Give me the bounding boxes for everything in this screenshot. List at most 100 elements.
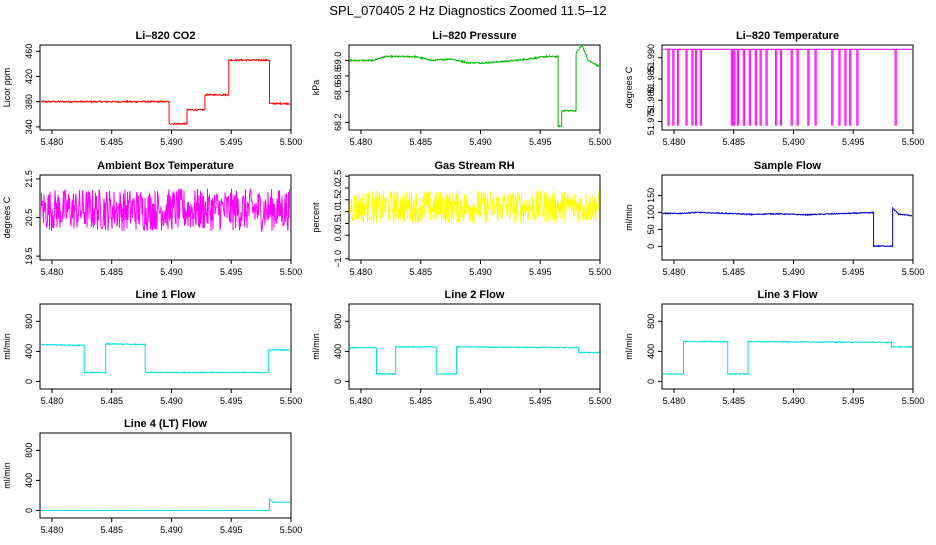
panel-1: Li–820 CO2 Licor ppm 5.480 5.485 5.490 5.495 5…	[2, 30, 302, 147]
x-tick-label: 5.500	[589, 267, 612, 277]
panel-title: Line 1 Flow	[136, 289, 196, 301]
y-axis-label: percent	[311, 202, 321, 233]
y-tick-label: 68.2	[333, 114, 343, 132]
y-tick-label: 68.6	[333, 83, 343, 101]
panel-title: Line 4 (LT) Flow	[124, 418, 207, 430]
x-tick-label: 5.485	[409, 137, 432, 147]
x-tick-label: 5.490	[782, 396, 805, 406]
series-line	[663, 206, 912, 248]
panel-4: Ambient Box Temperature degrees C 5.480 5.4…	[2, 160, 302, 277]
x-tick-label: 5.480	[663, 396, 686, 406]
x-tick-label: 5.485	[100, 267, 123, 277]
series-line	[350, 345, 599, 376]
x-tick-label: 5.495	[220, 396, 243, 406]
y-tick-label: 0	[24, 379, 34, 384]
plot-frame	[348, 303, 601, 390]
x-tick-label: 5.495	[220, 137, 243, 147]
x-tick-label: 5.500	[902, 396, 925, 406]
y-axis-label: Licor ppm	[2, 68, 12, 108]
y-tick-label: 20.5	[24, 209, 34, 227]
x-tick-label: 5.495	[842, 396, 865, 406]
plot-frame	[348, 44, 601, 131]
y-tick-label: 2.5	[333, 170, 343, 183]
x-tick-label: 5.490	[469, 396, 492, 406]
y-tick-label: 19.5	[24, 247, 34, 265]
x-tick-label: 5.480	[41, 267, 64, 277]
y-tick-label: 2.0	[333, 182, 343, 195]
y-tick-label: 800	[24, 443, 34, 458]
series-line	[663, 48, 912, 126]
y-tick-label: 800	[646, 314, 656, 329]
y-tick-label: 400	[333, 344, 343, 359]
x-tick-label: 5.495	[529, 137, 552, 147]
panel-7: Line 1 Flow ml/min 5.480 5.485 5.490 5.495 5.5…	[2, 289, 302, 406]
series-line	[41, 342, 290, 374]
plot-frame	[348, 174, 601, 261]
x-tick-label: 5.490	[160, 525, 183, 535]
y-tick-label: 0	[333, 379, 343, 384]
y-axis-label: ml/min	[624, 333, 634, 360]
y-tick-label: 100	[646, 205, 656, 220]
plot-frame	[39, 44, 292, 131]
x-tick-label: 5.480	[350, 267, 373, 277]
panel-title: Sample Flow	[754, 160, 822, 172]
panel-8: Line 2 Flow ml/min 5.480 5.485 5.490 5.495 5.5…	[311, 289, 611, 406]
x-tick-label: 5.480	[663, 137, 686, 147]
x-tick-label: 5.480	[350, 137, 373, 147]
y-axis-label: ml/min	[624, 204, 634, 231]
panel-title: Li–820 Pressure	[432, 30, 516, 42]
x-tick-label: 5.490	[160, 137, 183, 147]
plot-frame	[39, 303, 292, 390]
y-tick-label: 51.990	[646, 44, 656, 72]
x-tick-label: 5.500	[589, 137, 612, 147]
y-tick-label: 21.5	[24, 170, 34, 188]
x-tick-label: 5.480	[663, 267, 686, 277]
y-tick-label: 1.5	[333, 194, 343, 207]
panel-3: Li–820 Temperature degrees C 5.480 5.485 5.4…	[624, 30, 924, 147]
x-tick-label: 5.490	[469, 267, 492, 277]
y-axis-label: ml/min	[2, 462, 12, 489]
figure-title: SPL_070405 2 Hz Diagnostics Zoomed 11.5–…	[329, 3, 607, 18]
panel-5: Gas Stream RH percent 5.480 5.485 5.490 5.495…	[311, 160, 611, 277]
y-axis-label: ml/min	[311, 333, 321, 360]
x-tick-label: 5.500	[902, 267, 925, 277]
y-tick-label: 150	[646, 188, 656, 203]
x-tick-label: 5.500	[280, 267, 303, 277]
panel-2: Li–820 Pressure kPa 5.480 5.485 5.490 5.495 5.…	[311, 30, 611, 147]
x-tick-label: 5.480	[350, 396, 373, 406]
y-tick-label: 68.8	[333, 67, 343, 85]
panel-6: Sample Flow ml/min 5.480 5.485 5.490 5.495 5.5…	[624, 160, 924, 277]
y-tick-label: 400	[24, 344, 34, 359]
y-tick-label: −1.0	[333, 250, 343, 268]
panel-title: Li–820 CO2	[136, 30, 196, 42]
series-line	[350, 190, 599, 225]
series-line	[41, 498, 290, 512]
y-tick-label: 0.5	[333, 217, 343, 230]
panel-title: Line 2 Flow	[445, 289, 505, 301]
y-tick-label: 420	[24, 69, 34, 84]
panel-title: Gas Stream RH	[434, 160, 514, 172]
x-tick-label: 5.485	[722, 137, 745, 147]
y-tick-label: 340	[24, 119, 34, 134]
x-tick-label: 5.485	[100, 396, 123, 406]
y-axis-label: ml/min	[2, 333, 12, 360]
y-tick-label: 0.0	[333, 229, 343, 242]
plot-frame	[39, 432, 292, 519]
x-tick-label: 5.490	[160, 396, 183, 406]
panel-title: Ambient Box Temperature	[97, 160, 234, 172]
y-tick-label: 380	[24, 94, 34, 109]
x-tick-label: 5.485	[409, 396, 432, 406]
panel-title: Line 3 Flow	[758, 289, 818, 301]
x-tick-label: 5.485	[722, 267, 745, 277]
panel-10: Line 4 (LT) Flow ml/min 5.480 5.485 5.490 5.4…	[2, 418, 302, 535]
y-tick-label: 400	[646, 344, 656, 359]
y-tick-label: 0	[646, 244, 656, 249]
plot-frame	[661, 303, 914, 390]
x-tick-label: 5.480	[41, 137, 64, 147]
series-line	[350, 46, 599, 128]
y-tick-label: 1.0	[333, 205, 343, 218]
x-tick-label: 5.500	[280, 396, 303, 406]
panel-9: Line 3 Flow ml/min 5.480 5.485 5.490 5.495 5.5…	[624, 289, 924, 406]
x-tick-label: 5.490	[782, 267, 805, 277]
